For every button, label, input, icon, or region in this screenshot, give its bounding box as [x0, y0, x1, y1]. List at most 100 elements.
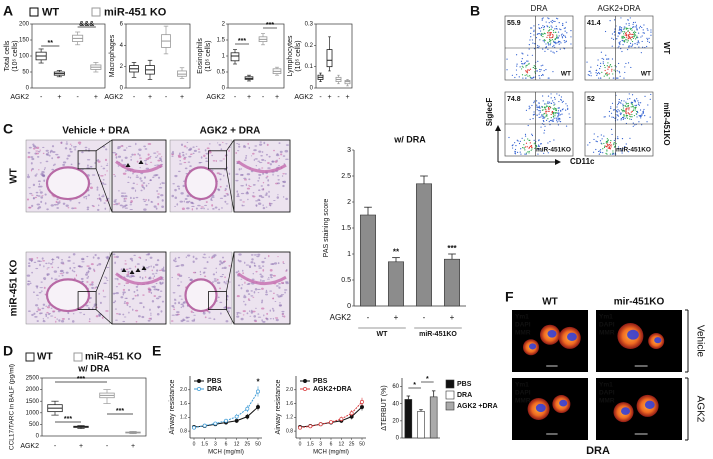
- axis-label: SiglecF: [485, 98, 494, 127]
- flow-event: [559, 48, 561, 50]
- nucleus: [171, 152, 175, 155]
- data-point: [339, 417, 344, 422]
- flow-event: [556, 50, 558, 53]
- significance-label: *: [413, 382, 416, 389]
- nucleus: [180, 192, 184, 195]
- flow-event: [542, 74, 544, 76]
- nucleus: [255, 204, 258, 207]
- y-tick-label: 0.3: [305, 22, 314, 28]
- nucleus: [162, 269, 166, 272]
- nucleus: [96, 198, 99, 200]
- flow-event: [522, 77, 524, 79]
- flow-event: [537, 44, 539, 47]
- x-tick-label: -: [133, 94, 136, 101]
- nucleus: [223, 306, 227, 309]
- nucleus: [67, 259, 71, 262]
- flow-event: [631, 40, 634, 43]
- nucleus: [266, 143, 269, 146]
- nucleus: [222, 158, 226, 160]
- nucleus: [225, 143, 228, 145]
- nucleus: [86, 277, 89, 279]
- nucleus: [145, 258, 148, 261]
- inset-box: [208, 291, 227, 311]
- nucleus: [92, 256, 95, 259]
- nucleus: [224, 200, 227, 203]
- nucleus: [261, 307, 265, 310]
- flow-event: [611, 144, 613, 146]
- flow-event: [613, 139, 615, 142]
- nucleus: [129, 176, 132, 179]
- nucleus: [197, 148, 201, 150]
- nucleus: [86, 159, 91, 161]
- cell-nucleus: [529, 343, 537, 350]
- flow-event: [565, 103, 567, 105]
- nucleus: [85, 271, 90, 274]
- nucleus: [243, 294, 246, 296]
- nucleus: [261, 151, 264, 153]
- nucleus: [240, 168, 242, 170]
- nucleus: [200, 206, 204, 208]
- nucleus: [50, 204, 54, 207]
- nucleus: [149, 161, 153, 163]
- legend-swatch: [29, 7, 39, 17]
- flow-event: [625, 101, 627, 103]
- flow-event: [547, 95, 550, 97]
- flow-event: [562, 22, 564, 25]
- nucleus: [86, 265, 90, 267]
- flow-event: [558, 113, 560, 115]
- nucleus: [141, 276, 144, 280]
- flow-event: [532, 42, 534, 44]
- flow-event: [646, 45, 648, 48]
- flow-event: [633, 107, 635, 109]
- nucleus: [42, 303, 46, 306]
- tissue: [171, 141, 231, 211]
- flow-event: [547, 152, 549, 154]
- nucleus: [113, 200, 117, 203]
- nucleus: [44, 202, 47, 205]
- nucleus: [124, 170, 128, 172]
- flow-event: [620, 17, 622, 19]
- nucleus: [178, 163, 183, 165]
- nucleus: [144, 276, 147, 278]
- flow-event: [549, 44, 551, 46]
- flow-event: [570, 29, 572, 32]
- flow-event: [548, 108, 550, 111]
- arrow-head: [495, 125, 501, 131]
- nucleus: [123, 302, 126, 304]
- nucleus: [261, 299, 264, 302]
- nucleus: [37, 185, 41, 188]
- flow-event: [538, 116, 540, 119]
- flow-event: [533, 100, 535, 102]
- nucleus: [114, 175, 117, 177]
- flow-event: [617, 102, 620, 104]
- flow-event: [632, 122, 634, 124]
- y-axis-label: (10⁵ cells): [12, 40, 19, 71]
- inset-connector: [95, 251, 113, 292]
- flow-event: [557, 41, 560, 43]
- nucleus: [113, 203, 116, 206]
- flow-event: [644, 115, 646, 117]
- nucleus: [202, 312, 206, 315]
- y-tick-label: 0: [347, 303, 351, 310]
- flow-event: [638, 121, 640, 123]
- flow-event: [522, 147, 524, 149]
- flow-event: [619, 26, 621, 28]
- stain-label: MMR: [515, 330, 531, 337]
- flow-event: [531, 148, 533, 150]
- y-tick-label: 0: [120, 86, 124, 92]
- nucleus: [260, 275, 264, 278]
- flow-events: [506, 17, 572, 79]
- flow-event: [520, 153, 522, 155]
- nucleus: [212, 273, 216, 276]
- nucleus: [236, 294, 240, 298]
- flow-event: [646, 37, 648, 39]
- flow-event: [620, 118, 622, 120]
- nucleus: [273, 200, 276, 202]
- flow-event: [552, 120, 555, 122]
- flow-event: [620, 102, 622, 104]
- nucleus: [212, 160, 216, 162]
- nucleus: [96, 264, 99, 267]
- nucleus: [47, 151, 50, 154]
- flow-event: [617, 111, 619, 113]
- nucleus: [270, 277, 274, 279]
